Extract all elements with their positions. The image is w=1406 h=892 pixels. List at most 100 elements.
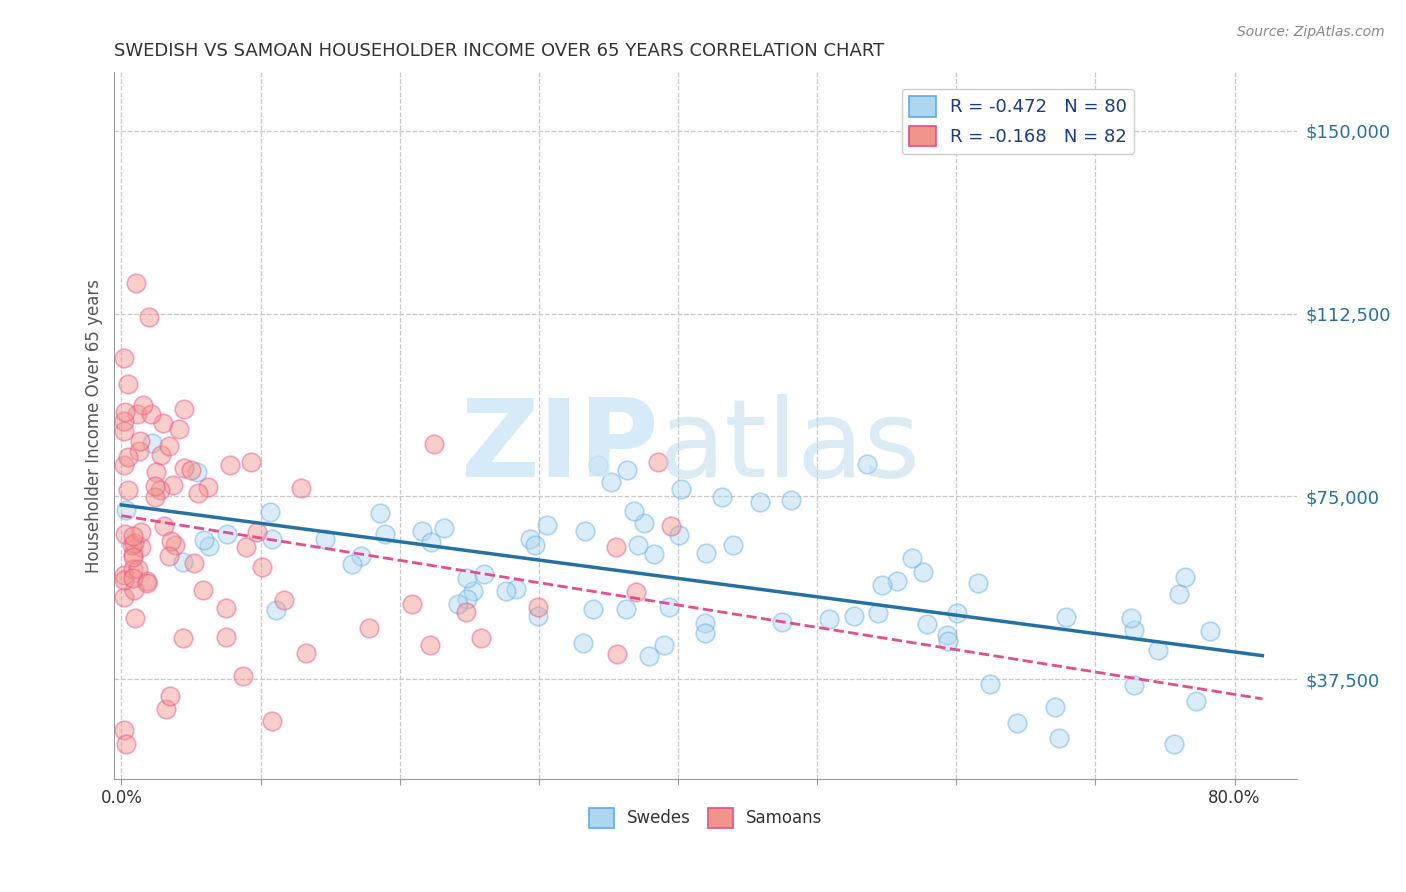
Point xyxy=(114,527,136,541)
Point xyxy=(173,401,195,416)
Point xyxy=(121,550,143,565)
Point xyxy=(658,599,681,614)
Point xyxy=(138,310,160,324)
Point xyxy=(172,631,194,645)
Point xyxy=(668,528,690,542)
Point xyxy=(149,448,172,462)
Point xyxy=(112,424,135,438)
Point xyxy=(624,585,647,599)
Point xyxy=(215,600,238,615)
Point xyxy=(129,524,152,539)
Point xyxy=(868,606,890,620)
Point xyxy=(1168,587,1191,601)
Point xyxy=(112,458,135,472)
Point xyxy=(162,478,184,492)
Point xyxy=(112,567,135,582)
Point xyxy=(1043,700,1066,714)
Point xyxy=(350,549,373,563)
Point xyxy=(273,592,295,607)
Point xyxy=(647,455,669,469)
Point xyxy=(669,482,692,496)
Point xyxy=(149,483,172,497)
Point xyxy=(135,574,157,589)
Point xyxy=(911,565,934,579)
Point xyxy=(121,547,143,561)
Point xyxy=(606,647,628,661)
Point xyxy=(186,466,208,480)
Point xyxy=(711,491,734,505)
Point xyxy=(582,601,605,615)
Point xyxy=(173,461,195,475)
Point xyxy=(946,606,969,620)
Point xyxy=(152,416,174,430)
Point xyxy=(125,276,148,290)
Point xyxy=(114,737,136,751)
Point xyxy=(167,422,190,436)
Point xyxy=(260,714,283,728)
Point xyxy=(447,598,470,612)
Point xyxy=(128,444,150,458)
Point xyxy=(122,536,145,550)
Point xyxy=(290,481,312,495)
Point xyxy=(314,532,336,546)
Point xyxy=(139,407,162,421)
Point xyxy=(614,602,637,616)
Point xyxy=(117,483,139,498)
Point xyxy=(633,516,655,530)
Point xyxy=(1163,737,1185,751)
Point xyxy=(157,549,180,564)
Point xyxy=(917,616,939,631)
Point xyxy=(600,475,623,489)
Point xyxy=(143,479,166,493)
Point xyxy=(214,630,236,644)
Point xyxy=(1047,731,1070,746)
Point xyxy=(240,455,263,469)
Point xyxy=(616,463,638,477)
Point xyxy=(411,524,433,538)
Point xyxy=(160,534,183,549)
Point xyxy=(1174,570,1197,584)
Point xyxy=(721,537,744,551)
Point xyxy=(1184,694,1206,708)
Y-axis label: Householder Income Over 65 years: Householder Income Over 65 years xyxy=(86,278,103,573)
Point xyxy=(159,690,181,704)
Point xyxy=(519,533,541,547)
Point xyxy=(454,605,477,619)
Point xyxy=(574,524,596,538)
Point xyxy=(886,574,908,589)
Point xyxy=(260,532,283,546)
Point xyxy=(872,577,894,591)
Point xyxy=(936,633,959,648)
Point xyxy=(693,626,716,640)
Point xyxy=(197,480,219,494)
Point xyxy=(456,591,478,606)
Point xyxy=(183,556,205,570)
Text: SWEDISH VS SAMOAN HOUSEHOLDER INCOME OVER 65 YEARS CORRELATION CHART: SWEDISH VS SAMOAN HOUSEHOLDER INCOME OVE… xyxy=(114,42,884,60)
Point xyxy=(357,622,380,636)
Point xyxy=(627,538,650,552)
Point xyxy=(122,529,145,543)
Point xyxy=(605,541,627,555)
Point xyxy=(936,627,959,641)
Point xyxy=(187,485,209,500)
Point xyxy=(124,611,146,625)
Point xyxy=(295,646,318,660)
Point xyxy=(141,436,163,450)
Legend: Swedes, Samoans: Swedes, Samoans xyxy=(582,802,830,834)
Point xyxy=(1054,609,1077,624)
Point xyxy=(1199,624,1222,639)
Point xyxy=(121,538,143,552)
Point xyxy=(122,562,145,576)
Point xyxy=(127,562,149,576)
Point xyxy=(419,535,441,549)
Point xyxy=(153,518,176,533)
Point xyxy=(122,582,145,597)
Point xyxy=(368,506,391,520)
Point xyxy=(232,669,254,683)
Point xyxy=(474,567,496,582)
Point xyxy=(1005,716,1028,731)
Point xyxy=(505,582,527,596)
Point xyxy=(219,458,242,472)
Point xyxy=(586,458,609,473)
Point xyxy=(259,505,281,519)
